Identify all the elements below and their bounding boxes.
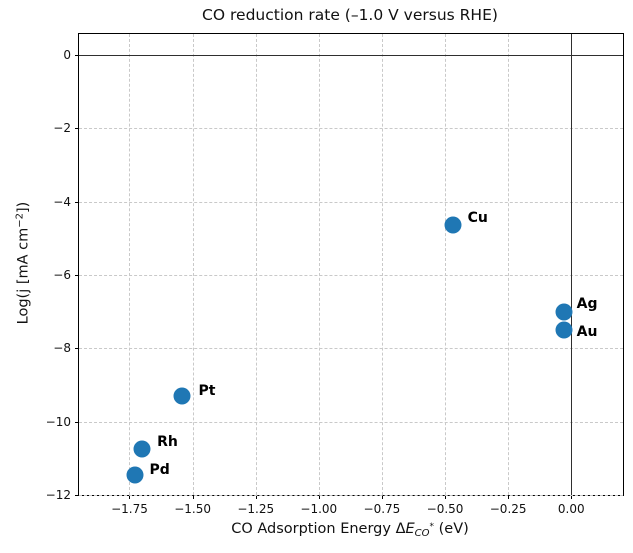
gridline-horizontal [79, 274, 623, 276]
x-axis-tick-label: −1.00 [300, 502, 338, 516]
y-axis-label-suffix: ]) [15, 201, 32, 213]
x-axis-tick-label: 0.00 [557, 502, 585, 516]
zero-line-horizontal [79, 54, 623, 56]
gridline-horizontal [79, 201, 623, 203]
point-label-rh: Rh [157, 434, 178, 451]
data-point-rh [133, 440, 151, 458]
x-axis-tick-label: −0.50 [426, 502, 464, 516]
point-label-pd: Pd [149, 461, 170, 478]
x-axis-tick [192, 495, 194, 499]
point-label-ag: Ag [576, 295, 598, 312]
y-axis-tick [75, 201, 79, 203]
x-axis-tick-label: −1.50 [174, 502, 211, 516]
chart-title: CO reduction rate (–1.0 V versus RHE) [202, 6, 498, 24]
plot-area: −1.75 −1.50 −1.25 −1.00 −0.75 −0.50 −0.25 0.00 0… [46, 33, 624, 516]
x-axis-label-suffix: (eV) [434, 521, 469, 537]
y-axis-tick-label: −2 [53, 121, 71, 136]
gridline-horizontal [79, 421, 623, 423]
y-axis-tick [75, 495, 79, 496]
gridline-vertical [508, 34, 510, 495]
point-label-cu: Cu [467, 210, 488, 227]
data-point-pd [126, 466, 144, 484]
y-axis-tick [75, 128, 79, 130]
x-axis-label-superscript: * [429, 522, 435, 532]
y-axis-tick-label: −4 [53, 194, 71, 209]
data-point-au [555, 321, 573, 339]
x-axis-tick [381, 495, 383, 499]
gridline-vertical [192, 34, 194, 495]
x-axis-label-subscript: CO [414, 528, 430, 539]
x-axis-tick [571, 495, 573, 499]
gridline-vertical [129, 34, 131, 495]
x-axis-tick-label: −0.25 [489, 502, 527, 516]
x-axis-tick [318, 495, 320, 499]
x-axis-tick [508, 495, 510, 499]
y-axis-tick-label: −6 [53, 267, 71, 282]
data-point-ag [555, 303, 573, 321]
data-point-cu [444, 216, 462, 234]
gridline-vertical [255, 34, 257, 495]
x-axis-tick [255, 495, 257, 499]
zero-line-vertical [571, 34, 573, 495]
y-axis-tick-label: 0 [63, 47, 71, 62]
x-axis-label-symbol: E [405, 521, 415, 537]
data-point-pt [173, 387, 191, 405]
y-axis-label: Log(j [mA cm−2]) [15, 202, 32, 325]
point-label-pt: Pt [198, 382, 216, 399]
x-axis-tick-label: −1.25 [237, 502, 275, 516]
y-axis-tick [75, 54, 79, 56]
x-axis-label: CO Adsorption Energy ΔECO* (eV) [78, 521, 622, 539]
y-axis-tick-label: −8 [53, 341, 71, 356]
y-axis-tick-label: −10 [45, 414, 71, 429]
y-axis-tick [75, 421, 79, 423]
y-axis-label-text: Log(j [mA cm [15, 227, 32, 325]
gridline-horizontal [79, 128, 623, 130]
y-axis-label-superscript: −2 [14, 212, 26, 228]
y-axis-tick [75, 348, 79, 350]
x-axis-label-text: CO Adsorption Energy Δ [231, 521, 406, 537]
y-axis-tick [75, 274, 79, 276]
x-axis-tick [129, 495, 131, 499]
gridline-horizontal [79, 495, 623, 496]
gridline-vertical [381, 34, 383, 495]
point-label-au: Au [576, 323, 598, 340]
x-axis-tick-label: −1.75 [111, 502, 148, 516]
y-axis-tick-label: −12 [45, 488, 71, 502]
gridline-horizontal [79, 348, 623, 350]
x-axis-tick [445, 495, 447, 499]
gridline-vertical [445, 34, 447, 495]
x-axis-tick-label: −0.75 [363, 502, 401, 516]
gridline-vertical [318, 34, 320, 495]
